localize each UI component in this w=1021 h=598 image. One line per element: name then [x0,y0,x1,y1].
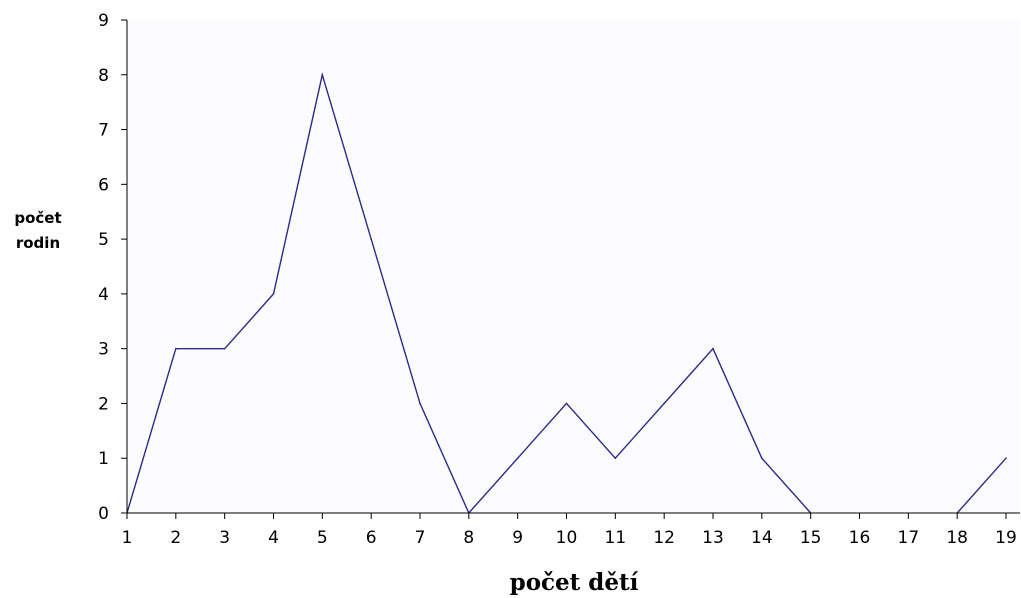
data-point [223,347,226,350]
x-tick-label: 6 [366,528,377,548]
y-tick-label: 0 [98,504,109,524]
data-point [175,347,177,350]
y-tick-label: 3 [98,340,109,360]
x-tick-label: 11 [605,528,627,548]
data-point [321,73,324,76]
y-axis-label-line-2: rodin [16,234,60,252]
x-tick-label: 3 [219,528,230,548]
x-tick-label: 10 [556,528,578,548]
data-point [516,457,519,460]
series-line [956,457,1007,514]
y-axis-label-line-1: počet [14,209,61,227]
data-point [272,293,275,295]
x-tick-label: 4 [268,528,279,548]
x-axis-label: počet dětí [510,569,639,596]
y-tick-label: 7 [98,121,109,141]
x-tick-label: 1 [122,528,133,548]
data-point [712,347,714,350]
data-point [565,402,568,405]
x-tick-label: 9 [512,528,523,548]
tick-marks [121,19,1007,519]
data-point [370,238,372,240]
x-tick-label: 15 [800,528,822,548]
x-tick-label: 2 [170,528,181,548]
x-tick-label: 16 [849,528,871,548]
x-tick-label: 17 [898,528,920,548]
x-tick-label: 13 [702,528,724,548]
data-point [663,402,665,405]
data-point [761,457,763,460]
x-tick-label: 12 [653,528,675,548]
y-tick-label: 8 [98,66,109,86]
x-tick-label: 7 [415,528,426,548]
y-tick-label: 9 [98,11,109,31]
x-tick-label: 14 [751,528,773,548]
x-tick-label: 19 [995,528,1017,548]
data-point [419,402,421,405]
y-tick-label: 6 [98,175,109,195]
plot-area [127,20,1020,513]
x-tick-label: 18 [946,528,968,548]
data-point [1005,457,1007,460]
x-tick-labels: 1 2 3 4 5 6 7 8 9 10 11 12 13 14 15 16 17 18 19 [122,528,1017,548]
y-tick-label: 2 [98,394,109,414]
y-tick-labels: 0 1 2 3 4 5 6 7 8 9 [98,11,109,524]
x-tick-label: 5 [317,528,328,548]
y-tick-label: 4 [98,285,109,305]
data-point [614,457,617,460]
x-tick-label: 8 [463,528,474,548]
y-tick-label: 5 [98,230,109,250]
y-tick-label: 1 [98,449,109,469]
